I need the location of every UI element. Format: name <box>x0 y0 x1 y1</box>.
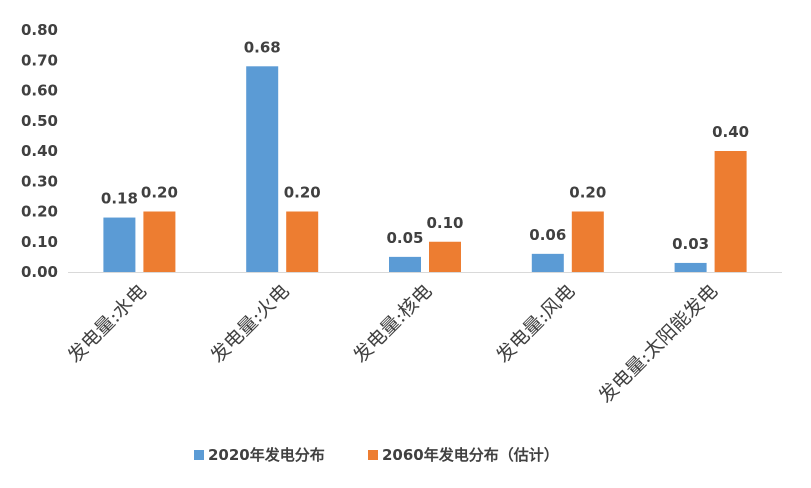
bar-2020-4 <box>674 262 707 272</box>
bars-group <box>103 66 747 272</box>
y-tick-label: 0.70 <box>21 51 58 69</box>
x-axis-labels: 发电量:水电 发电量:火电 发电量:核电 发电量:风电 发电量:太阳能发电 <box>64 280 722 408</box>
bar-2060-4 <box>714 151 747 272</box>
data-label: 0.40 <box>712 123 749 141</box>
data-label: 0.06 <box>529 226 566 244</box>
category-label: 发电量:风电 <box>492 280 579 367</box>
y-tick-label: 0.50 <box>21 112 58 130</box>
data-label: 0.20 <box>141 184 178 202</box>
data-labels-group: 0.18 0.200.680.200.050.100.060.200.030.40 <box>101 38 749 253</box>
legend-swatch-2020 <box>194 450 204 460</box>
data-label: 0.10 <box>426 214 463 232</box>
category-label: 发电量:太阳能发电 <box>595 280 723 408</box>
data-label: 0.03 <box>672 235 709 253</box>
y-tick-label: 0.60 <box>21 82 58 100</box>
y-tick-label: 0.40 <box>21 142 58 160</box>
legend: 2020年发电分布 2060年发电分布（估计） <box>194 446 559 464</box>
legend-swatch-2060 <box>368 450 378 460</box>
bar-2060-1 <box>286 211 319 272</box>
data-label: 0.68 <box>244 38 281 56</box>
y-tick-label: 0.00 <box>21 263 58 281</box>
bar-2020-2 <box>389 256 421 272</box>
y-tick-label: 0.20 <box>21 203 58 221</box>
y-tick-label: 0.80 <box>21 21 58 39</box>
data-label: 0.20 <box>284 184 321 202</box>
bar-2020-1 <box>246 66 279 272</box>
bar-2060-0 <box>143 211 176 272</box>
data-label: 0.05 <box>386 229 423 247</box>
category-label: 发电量:火电 <box>206 280 293 367</box>
category-label: 发电量:核电 <box>349 280 436 367</box>
y-tick-label: 0.10 <box>21 233 58 251</box>
data-label: 0.20 <box>569 184 606 202</box>
bar-2020-3 <box>531 253 564 272</box>
y-tick-label: 0.30 <box>21 172 58 190</box>
bar-2060-2 <box>429 241 461 272</box>
bar-2060-3 <box>571 211 604 272</box>
y-axis: 0.00 0.10 0.20 0.30 0.40 0.50 0.60 0.70 0.80 <box>21 21 58 281</box>
category-label: 发电量:水电 <box>64 280 151 367</box>
data-label: 0.18 <box>101 190 138 208</box>
legend-label-2060: 2060年发电分布（估计） <box>382 446 559 464</box>
bar-2020-0 <box>103 217 136 272</box>
legend-label-2020: 2020年发电分布 <box>208 446 325 464</box>
